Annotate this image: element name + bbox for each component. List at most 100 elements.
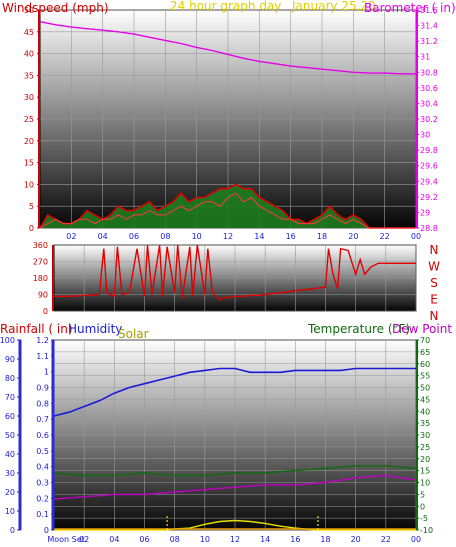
wind-y-tick-label: 45 [24,28,34,37]
barometer-y-tick-label: 30 [420,131,430,140]
humidity-y-tick-label: 80 [5,374,15,383]
wind-x-tick-label: 08 [160,232,170,241]
temp-y-tick-label: 15 [420,467,430,476]
windspeed-axis-title: Windspeed (mph) [2,1,109,15]
solar-axis-title: Solar [118,327,149,341]
rain-y-tick-label: 0 [44,526,49,535]
temp-x-tick-label: 02 [79,535,89,544]
wind-x-tick-label: 10 [192,232,202,241]
barometer-y-tick-label: 31.4 [420,22,438,31]
direction-y-tick-label: 270 [33,258,48,267]
temp-y-tick-label: 35 [420,419,430,428]
wind-speed-line [39,192,416,229]
temp-y-tick-label: -10 [420,526,433,535]
temp-y-tick-label: 5 [420,490,425,499]
temp-y-tick-label: 30 [420,431,430,440]
rain-y-tick-label: 0.1 [36,510,49,519]
wind-y-tick-label: 10 [24,180,34,189]
barometer-axis-title: Barometer ( in) [364,1,456,15]
barometer-y-tick-label: 30.4 [420,99,438,108]
rain-y-tick-label: 0.5 [36,447,49,456]
wind-y-tick-label: 30 [24,93,34,102]
temp-y-tick-label: 65 [420,348,430,357]
compass-direction-label: E [430,293,438,307]
wind-x-tick-label: 18 [317,232,327,241]
humidity-y-tick-label: 30 [5,469,15,478]
temp-y-tick-label: 0 [420,502,425,511]
graph-banner-title: 24 hour graph day [170,0,281,13]
wind-x-tick-label: 20 [348,232,358,241]
humidity-line [53,367,416,417]
humidity-y-tick-label: 20 [5,488,15,497]
rain-y-tick-label: 1 [44,368,49,377]
temp-y-tick-label: -5 [420,514,428,523]
wind-direction-line [54,244,416,301]
direction-y-tick-label: 90 [38,291,48,300]
wind-y-tick-label: 0 [29,224,34,233]
temp-x-tick-label: 18 [320,535,330,544]
wind-x-tick-label: 04 [98,232,108,241]
wind-x-tick-label: 12 [223,232,233,241]
rain-y-tick-label: 0.9 [36,384,49,393]
wind-y-tick-label: 25 [24,115,34,124]
temperature-line [53,465,417,477]
humidity-y-tick-label: 70 [5,393,15,402]
temp-x-tick-label: 04 [109,535,119,544]
temp-x-tick-label: Moon Set [47,535,84,544]
humidity-y-tick-label: 0 [10,526,15,535]
rain-y-tick-label: 1.1 [36,352,49,361]
humidity-y-tick-label: 50 [5,431,15,440]
rain-y-tick-label: 0.2 [36,494,49,503]
compass-direction-label: W [428,260,440,274]
temp-y-tick-label: 25 [420,443,430,452]
rainfall-axis-title: Rainfall ( in) [0,322,73,336]
rain-y-tick-label: 0.6 [36,431,49,440]
temperature-axis-title: Temperature (°F) [307,322,410,336]
humidity-y-tick-label: 40 [5,450,15,459]
humidity-y-tick-label: 100 [0,336,15,345]
temp-x-tick-label: 20 [351,535,361,544]
compass-direction-label: N [430,243,439,257]
temp-x-tick-label: 22 [381,535,391,544]
humidity-y-tick-label: 60 [5,412,15,421]
dew-point-line [53,474,417,500]
barometer-y-tick-label: 31.6 [420,6,438,15]
temp-x-tick-label: 00 [411,535,421,544]
wind-x-tick-label: 06 [129,232,139,241]
rain-y-tick-label: 0.4 [36,463,49,472]
rain-y-tick-label: 0.8 [36,399,49,408]
temp-y-tick-label: 20 [420,455,430,464]
temp-y-tick-label: 45 [420,395,430,404]
temp-y-tick-label: 40 [420,407,430,416]
temp-x-tick-label: 10 [200,535,210,544]
dewpoint-axis-title: Dew Point ( [392,322,456,336]
temp-x-tick-label: 14 [260,535,270,544]
temp-x-tick-label: 08 [170,535,180,544]
barometer-y-tick-label: 29.2 [420,193,438,202]
wind-x-tick-label: 02 [66,232,76,241]
rain-y-tick-label: 0.3 [36,479,49,488]
barometer-y-tick-label: 30.6 [420,84,438,93]
temp-y-tick-label: 10 [420,479,430,488]
barometer-y-tick-label: 31 [420,53,430,62]
humidity-y-tick-label: 90 [5,355,15,364]
direction-y-tick-label: 360 [33,241,48,250]
wind-y-tick-label: 35 [24,71,34,80]
barometer-y-tick-label: 30.8 [420,68,438,77]
compass-direction-label: S [430,276,438,290]
wind-y-tick-label: 15 [24,159,34,168]
wind-x-tick-label: 16 [286,232,296,241]
compass-direction-label: N [430,309,439,323]
rain-y-tick-label: 0.7 [36,415,49,424]
barometer-y-tick-label: 29.4 [420,177,438,186]
temp-x-tick-label: 16 [290,535,300,544]
temp-y-tick-label: 55 [420,372,430,381]
wind-gust-area [40,184,416,228]
direction-y-tick-label: 0 [43,307,48,316]
wind-y-tick-label: 20 [24,137,34,146]
direction-y-tick-label: 180 [33,274,48,283]
barometer-y-tick-label: 29 [420,208,430,217]
wind-x-tick-label: 22 [380,232,390,241]
temp-x-tick-label: 12 [230,535,240,544]
